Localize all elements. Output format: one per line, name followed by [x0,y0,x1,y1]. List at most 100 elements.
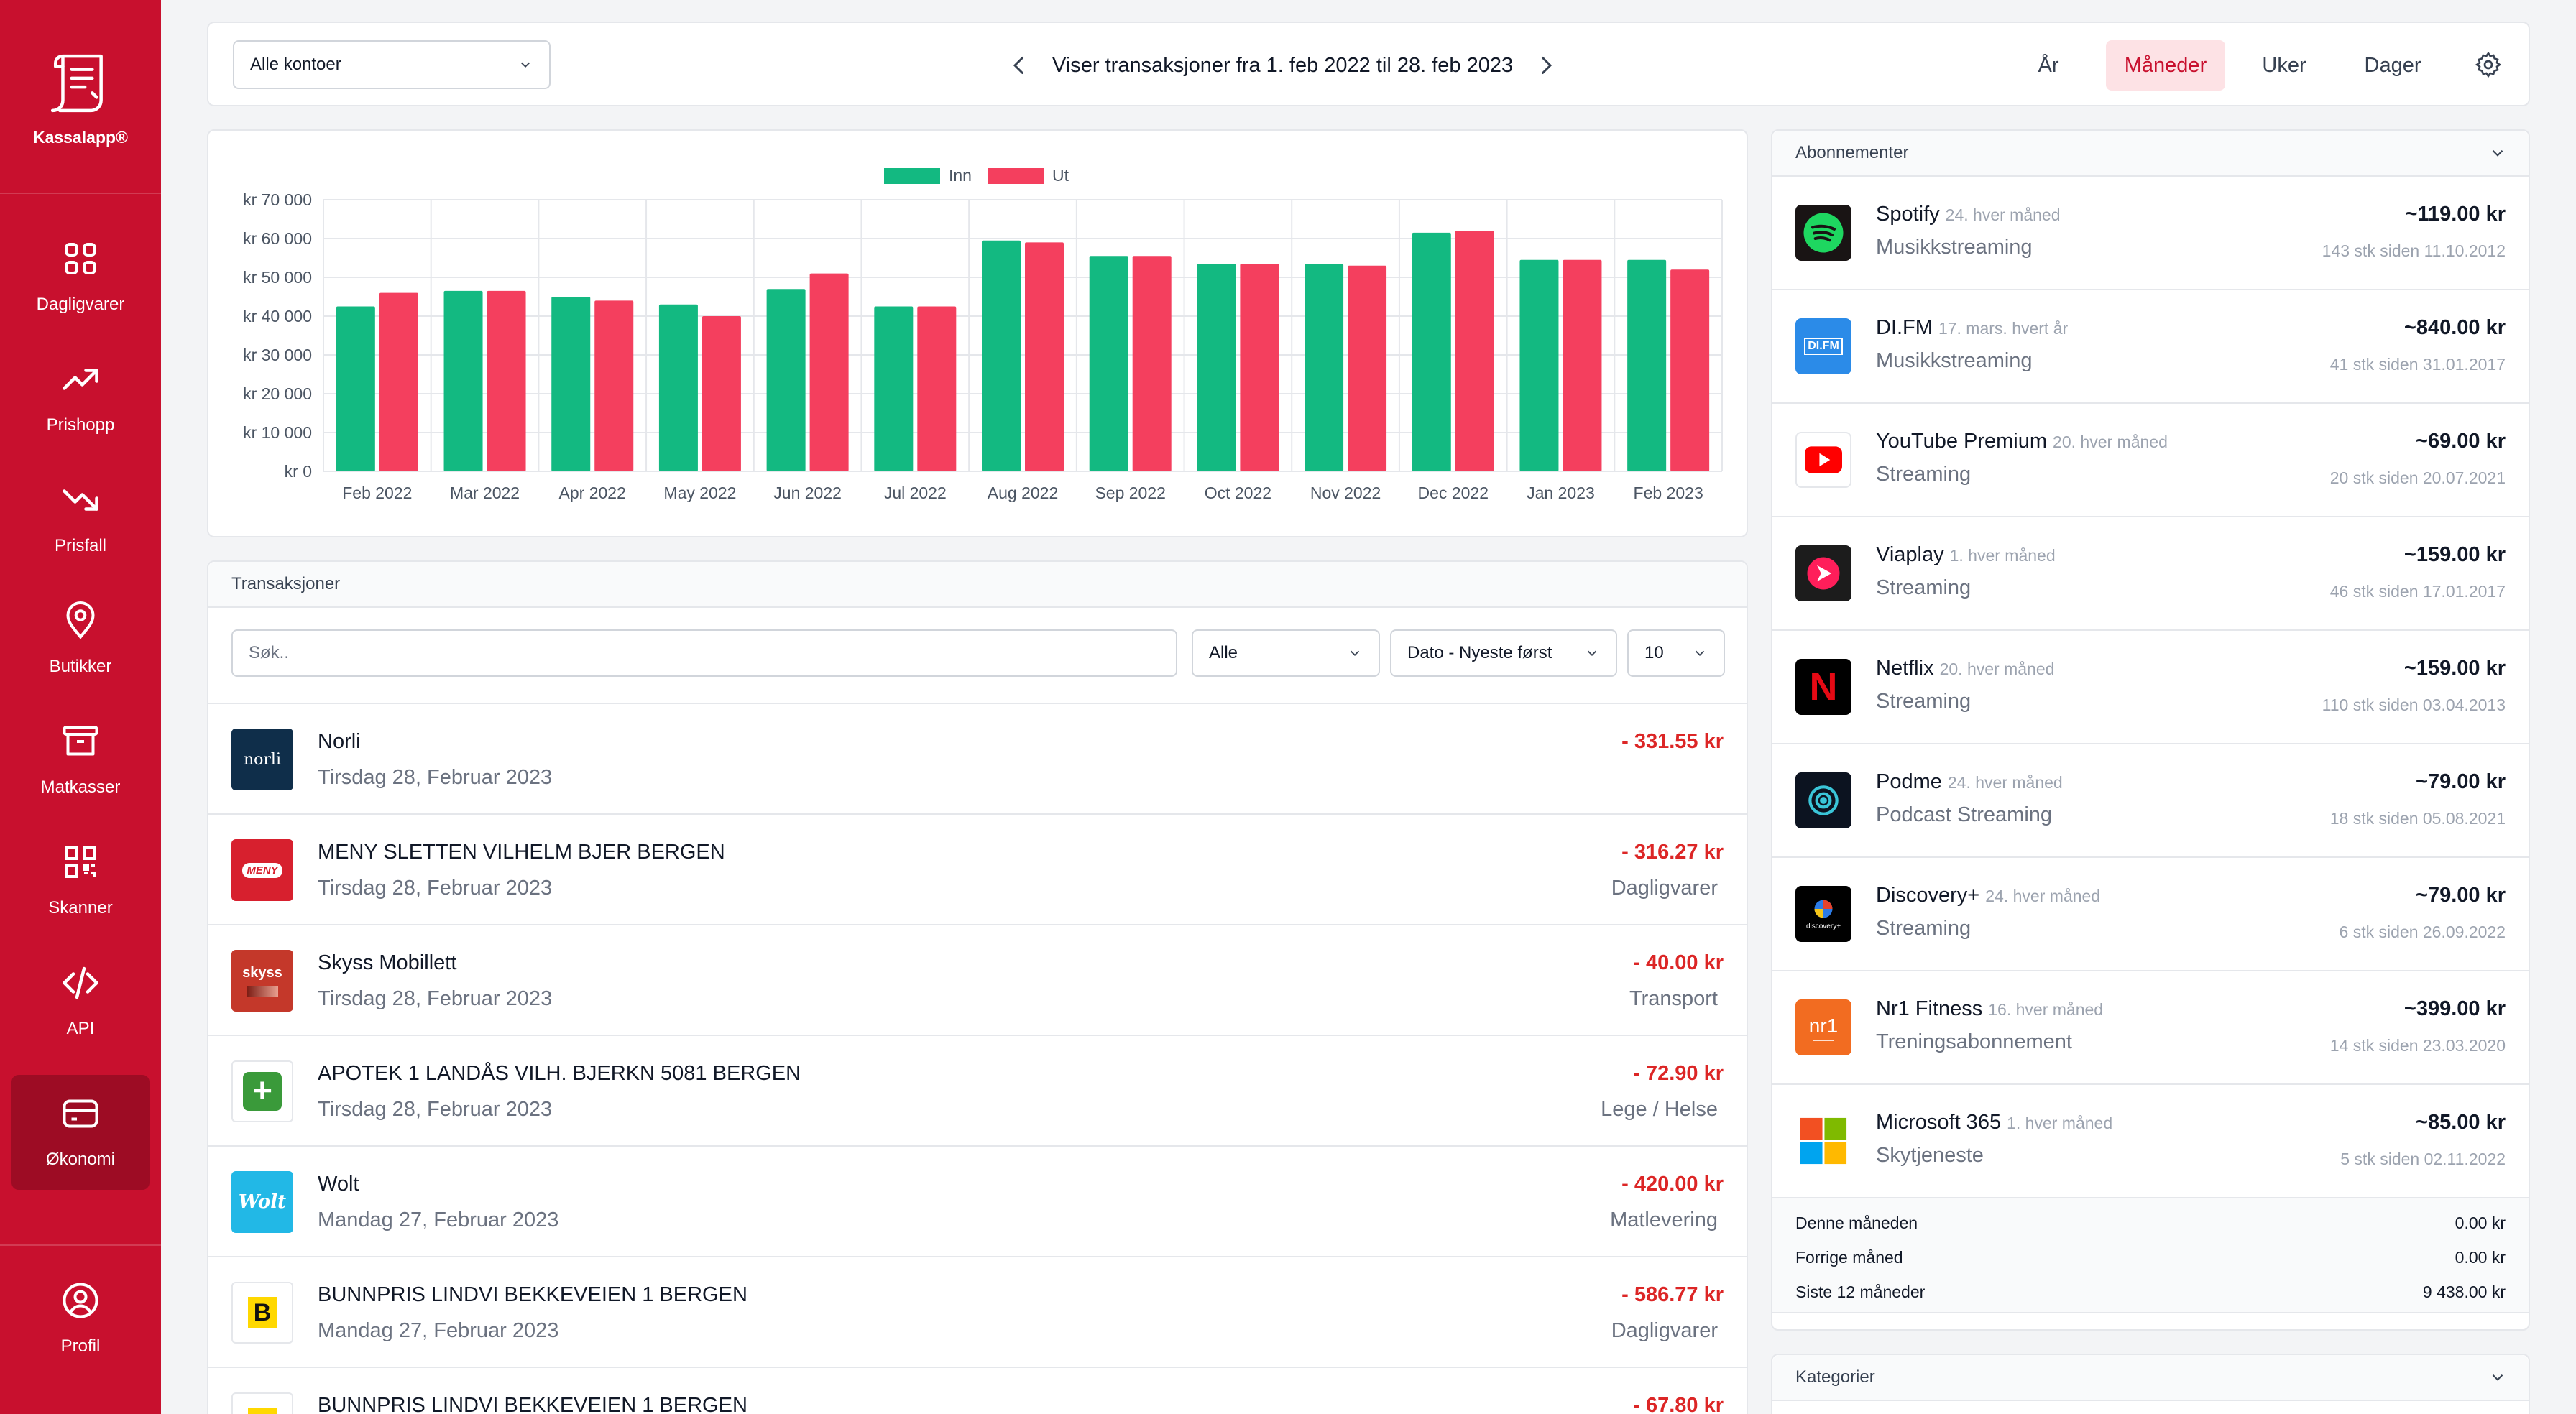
type-filter-select[interactable]: Alle [1192,629,1380,677]
sidebar-item-label: Økonomi [45,1150,116,1169]
transaction-date: Mandag 27, Februar 2023 [318,1319,559,1342]
transaction-date: Tirsdag 28, Februar 2023 [318,1098,553,1121]
transaction-row[interactable]: MENY MENY SLETTEN VILHELM BJER BERGEN Ti… [208,815,1747,925]
x-tick-label: Mar 2022 [450,484,520,502]
transaction-name: Norli [318,730,361,753]
bar-ut [1240,264,1279,471]
subscription-row[interactable]: discovery+ Discovery+ 24. hver måned Stre… [1772,858,2529,971]
transaction-row[interactable]: + APOTEK 1 LANDÅS VILH. BJERKN 5081 BERG… [208,1036,1747,1147]
bar-ut [1455,231,1494,471]
qr-code-icon [65,846,96,878]
subscriptions-panel: Abonnementer Spotify 24. hver måned Musik… [1771,129,2530,1331]
subscription-schedule: 20. hver måned [1939,660,2055,678]
account-select[interactable]: Alle kontoer [233,40,551,89]
subscription-row[interactable]: N Netflix 20. hver måned Streaming ~159.0… [1772,631,2529,744]
x-tick-label: Sep 2022 [1095,484,1165,502]
norli-logo-icon: norli [231,729,293,790]
sidebar-divider [0,193,161,194]
page-size-select[interactable]: 10 [1627,629,1725,677]
sidebar-item-prisfall[interactable]: Prisfall [12,479,150,593]
sidebar-item-okonomi[interactable]: Økonomi [12,1075,150,1190]
subscription-row[interactable]: Podme 24. hver måned Podcast Streaming ~7… [1772,744,2529,858]
y-tick-label: kr 70 000 [243,190,312,209]
transaction-name: MENY SLETTEN VILHELM BJER BERGEN [318,841,725,864]
subscription-row[interactable]: YouTube Premium 20. hver måned Streaming … [1772,404,2529,517]
subscription-category: Streaming [1876,463,1972,486]
x-tick-label: Jul 2022 [884,484,947,502]
period-year-button[interactable]: År [2038,53,2059,77]
bunnpris-logo-icon: B [231,1392,293,1414]
skyss-logo-icon: skyss [231,950,293,1012]
chevron-down-icon[interactable] [2488,1368,2507,1387]
page-size-value: 10 [1644,643,1664,662]
sidebar-item-api[interactable]: API [12,961,150,1076]
summary-value: 9 438.00 kr [2422,1282,2506,1301]
transaction-row[interactable]: B BUNNPRIS LINDVI BEKKEVEIEN 1 BERGEN - … [208,1368,1747,1414]
subscription-row[interactable]: Spotify 24. hver måned Musikkstreaming ~1… [1772,177,2529,290]
trending-up-icon [63,369,98,390]
sidebar-item-matkasser[interactable]: Matkasser [12,720,150,835]
wolt-logo-icon: Wolt [231,1171,293,1233]
sidebar-item-profil[interactable]: Profil [12,1279,150,1394]
sidebar: Kassalapp® Dagligvarer Prishopp Prisfall… [0,0,161,1414]
x-tick-label: May 2022 [663,484,736,502]
sort-select[interactable]: Dato - Nyeste først [1390,629,1617,677]
legend-swatch [884,168,940,184]
sidebar-divider [0,1244,161,1246]
sidebar-item-skanner[interactable]: Skanner [12,841,150,956]
transaction-row[interactable]: Wolt Wolt Mandag 27, Februar 2023 - 420.… [208,1147,1747,1257]
sidebar-item-dagligvarer[interactable]: Dagligvarer [12,237,150,352]
subscription-name: Viaplay [1876,543,1944,566]
subscription-price: ~79.00 kr [2416,884,2506,907]
x-tick-label: Feb 2023 [1634,484,1703,502]
subscription-schedule: 17. mars. hvert år [1938,319,2069,338]
period-week-button[interactable]: Uker [2262,53,2306,77]
transaction-category: Dagligvarer [1611,1319,1718,1342]
subscription-price: ~159.00 kr [2404,657,2506,680]
summary-label: Forrige måned [1795,1247,1903,1267]
bar-inn [1412,232,1451,471]
bar-inn [443,290,483,471]
sidebar-item-prishopp[interactable]: Prishopp [12,358,150,473]
period-month-button[interactable]: Måneder [2106,40,2225,91]
receipt-logo-icon [51,54,103,113]
trending-down-icon [63,489,98,511]
bar-ut [1348,265,1387,471]
subscription-name: Discovery+ [1876,884,1980,907]
sidebar-item-label: Profil [60,1336,101,1356]
gear-icon[interactable] [2474,50,2503,79]
transaction-row[interactable]: skyss Skyss Mobillett Tirsdag 28, Februa… [208,925,1747,1036]
chevron-down-icon[interactable] [2488,144,2507,162]
subscription-category: Skytjeneste [1876,1144,1984,1167]
bar-inn [874,306,914,471]
x-tick-label: Jan 2023 [1527,484,1595,502]
chevron-down-icon [1350,650,1360,657]
subscriptions-header[interactable]: Abonnementer [1772,131,2529,177]
subscription-schedule: 16. hver måned [1988,1000,2104,1019]
transaction-row[interactable]: norli Norli Tirsdag 28, Februar 2023 - 3… [208,704,1747,815]
subscription-row[interactable]: DI.FM DI.FM 17. mars. hvert år Musikkstre… [1772,290,2529,404]
subscription-category: Treningsabonnement [1876,1030,2072,1053]
summary-value: 0.00 kr [2455,1213,2506,1232]
bar-ut [1025,242,1064,471]
period-day-button[interactable]: Dager [2364,53,2421,77]
bar-inn [982,240,1021,471]
categories-header[interactable]: Kategorier [1772,1355,2529,1401]
chevron-down-icon [1587,650,1597,657]
subscription-schedule: 1. hver måned [1949,546,2056,565]
bar-inn [551,297,591,471]
subscriptions-summary: Denne måneden 0.00 kr Forrige måned 0.00… [1772,1198,2529,1313]
subscription-row[interactable]: nr1 Nr1 Fitness 16. hver måned Treningsab… [1772,971,2529,1085]
summary-row: Forrige måned 0.00 kr [1772,1240,2529,1275]
bar-ut [1670,269,1710,471]
type-filter-value: Alle [1209,643,1238,662]
app-logo[interactable]: Kassalapp® [0,50,161,147]
search-input[interactable]: Søk.. [231,629,1177,677]
chevron-left-icon[interactable] [1006,52,1032,78]
subscription-row[interactable]: Microsoft 365 1. hver måned Skytjeneste ~… [1772,1085,2529,1198]
subscription-row[interactable]: Viaplay 1. hver måned Streaming ~159.00 k… [1772,517,2529,631]
transaction-row[interactable]: B BUNNPRIS LINDVI BEKKEVEIEN 1 BERGEN Ma… [208,1257,1747,1368]
sidebar-item-butikker[interactable]: Butikker [12,599,150,714]
chevron-right-icon[interactable] [1533,52,1559,78]
transaction-name: BUNNPRIS LINDVI BEKKEVEIEN 1 BERGEN [318,1394,748,1414]
